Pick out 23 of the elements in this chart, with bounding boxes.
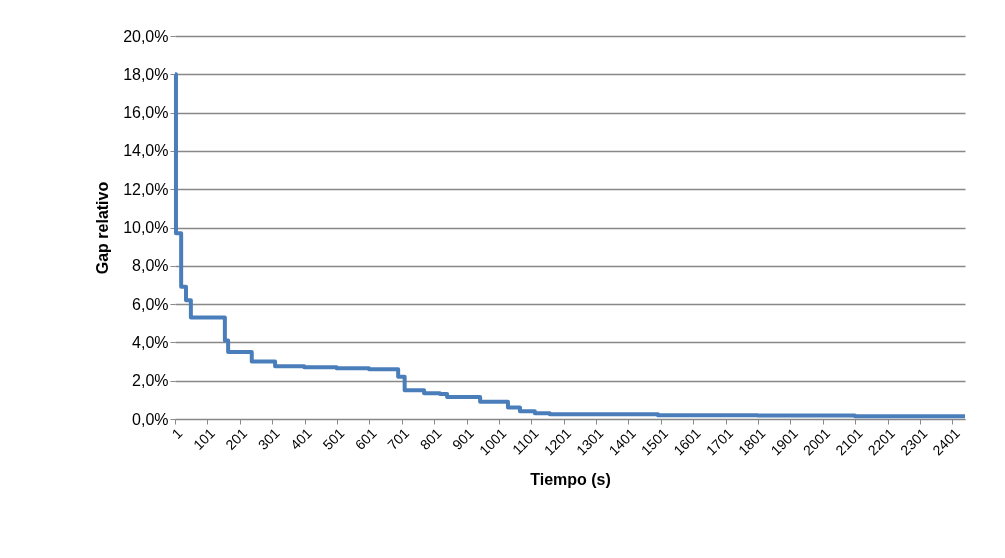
x-tick-label: 901 (449, 424, 478, 453)
x-tick-label: 501 (319, 424, 348, 453)
y-tick-label: 0,0% (132, 410, 169, 428)
x-tick-label: 201 (222, 424, 251, 453)
x-tick-label: 401 (287, 424, 316, 453)
x-tick-label: 1 (168, 424, 186, 442)
y-tick-label: 10,0% (123, 219, 169, 236)
y-tick-label: 6,0% (132, 295, 169, 313)
x-tick-label: 701 (384, 424, 413, 453)
x-axis-title: Tiempo (s) (530, 471, 611, 489)
x-tick-label: 101 (189, 424, 218, 453)
x-tick-label: 601 (351, 424, 380, 453)
y-tick-label: 4,0% (132, 333, 169, 351)
y-axis-title: Gap relativo (94, 181, 112, 275)
x-tick-label: 801 (416, 424, 445, 453)
y-tick-label: 16,0% (123, 104, 169, 122)
y-tick-label: 20,0% (123, 27, 169, 45)
y-tick-label: 12,0% (123, 180, 169, 198)
y-tick-label: 2,0% (132, 372, 169, 390)
y-tick-label: 8,0% (132, 257, 169, 275)
y-tick-label: 14,0% (123, 142, 169, 160)
x-tick-label: 301 (254, 424, 283, 453)
y-tick-label: 18,0% (123, 65, 169, 83)
